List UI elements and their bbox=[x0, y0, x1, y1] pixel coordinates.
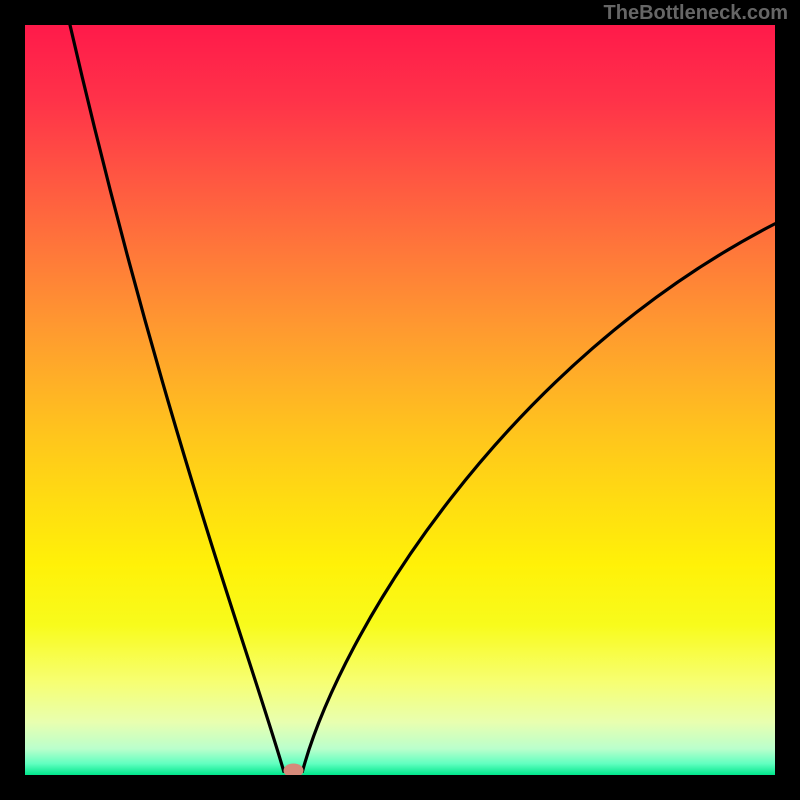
watermark-label: TheBottleneck.com bbox=[604, 2, 788, 25]
gradient-chart-svg bbox=[25, 25, 775, 775]
plot-area bbox=[25, 25, 775, 775]
chart-container: TheBottleneck.com bbox=[0, 0, 800, 800]
gradient-background bbox=[25, 25, 775, 775]
